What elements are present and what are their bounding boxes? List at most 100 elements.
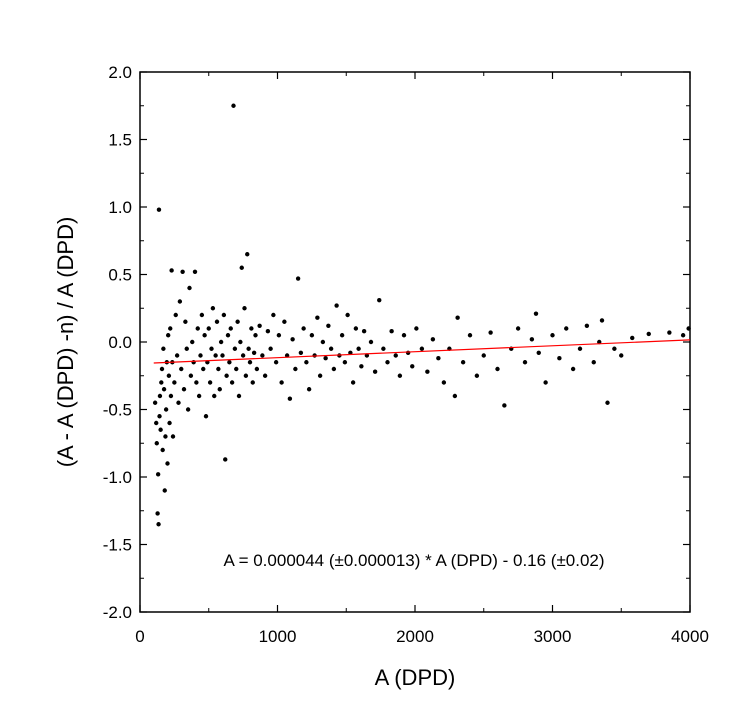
data-point (239, 265, 244, 270)
data-point (245, 252, 250, 257)
data-point (393, 353, 398, 358)
data-point (304, 360, 309, 365)
data-point (154, 441, 159, 446)
data-point (293, 366, 298, 372)
data-point (173, 312, 178, 318)
data-point (522, 360, 528, 365)
data-point (177, 299, 183, 304)
data-point (234, 366, 239, 372)
data-point (515, 326, 521, 331)
data-point (339, 333, 345, 338)
data-point (630, 335, 635, 341)
y-axis-title: (A - A (DPD) -n) / A (DPD) (53, 217, 78, 468)
data-point (460, 360, 466, 365)
data-point (192, 269, 198, 274)
data-point (253, 333, 258, 338)
data-point (368, 339, 374, 345)
data-point (599, 318, 605, 323)
data-point (165, 333, 171, 338)
data-point (221, 312, 227, 318)
data-point (389, 329, 394, 334)
data-point (214, 319, 220, 324)
data-point (227, 360, 232, 365)
data-point (410, 364, 415, 369)
data-point (481, 353, 486, 358)
data-point (163, 407, 169, 412)
data-point (155, 472, 161, 477)
tick-labels: 0 1000 2000 3000 4000 2.0 1.5 1.0 0.5 0.0 -0.5 -1.0… (103, 63, 709, 646)
data-point (279, 380, 284, 385)
data-point (160, 447, 165, 453)
data-point (224, 373, 229, 378)
fit-line (153, 339, 691, 364)
data-point (250, 380, 255, 385)
data-point (235, 319, 240, 324)
data-point (282, 319, 287, 324)
data-point (220, 353, 225, 358)
data-point (203, 414, 209, 419)
data-point (155, 511, 160, 516)
data-point (161, 346, 166, 351)
data-point (183, 319, 188, 324)
data-point (570, 366, 576, 372)
data-point (157, 393, 163, 399)
data-point (271, 312, 276, 318)
data-point (181, 387, 187, 392)
data-point (309, 333, 315, 338)
data-point (228, 326, 233, 331)
data-point (254, 366, 260, 372)
data-point (268, 346, 273, 351)
data-point (210, 306, 216, 311)
data-point (166, 373, 172, 378)
data-point (176, 400, 181, 405)
data-point (502, 403, 507, 408)
data-point (165, 461, 170, 466)
data-point (157, 414, 162, 419)
data-point (276, 333, 282, 338)
data-point (591, 360, 596, 365)
data-point (207, 380, 213, 385)
data-point (225, 333, 231, 338)
data-point (646, 331, 651, 337)
data-point (356, 346, 361, 351)
data-point (543, 380, 548, 385)
data-point (331, 366, 337, 372)
data-point (564, 326, 569, 331)
data-point (199, 312, 205, 318)
data-point (290, 337, 295, 342)
data-point (198, 353, 203, 358)
data-point (323, 356, 328, 361)
data-point (430, 337, 436, 342)
data-point (334, 303, 339, 308)
data-point (550, 333, 555, 338)
data-point (257, 323, 262, 328)
data-point (619, 353, 624, 358)
data-point (495, 366, 500, 372)
data-point (195, 326, 200, 331)
data-point (179, 366, 184, 372)
x-tick-label: 2000 (396, 627, 434, 646)
data-point (159, 380, 164, 385)
data-point (159, 366, 165, 372)
data-point (597, 339, 602, 345)
data-point (154, 420, 159, 426)
data-point (251, 350, 257, 355)
data-point (326, 323, 331, 328)
data-point (667, 330, 672, 335)
axes (139, 71, 691, 613)
data-point (436, 356, 441, 361)
data-point (238, 339, 243, 345)
data-point (167, 420, 172, 426)
data-point (295, 276, 301, 281)
data-point (217, 387, 222, 392)
data-point (168, 326, 173, 331)
data-point (328, 346, 334, 351)
data-point (172, 380, 177, 385)
data-point (455, 315, 460, 320)
data-point (533, 311, 539, 316)
data-point (385, 360, 390, 365)
data-point (262, 373, 268, 378)
data-point (231, 103, 236, 108)
data-point (474, 373, 480, 378)
data-point (612, 346, 617, 351)
